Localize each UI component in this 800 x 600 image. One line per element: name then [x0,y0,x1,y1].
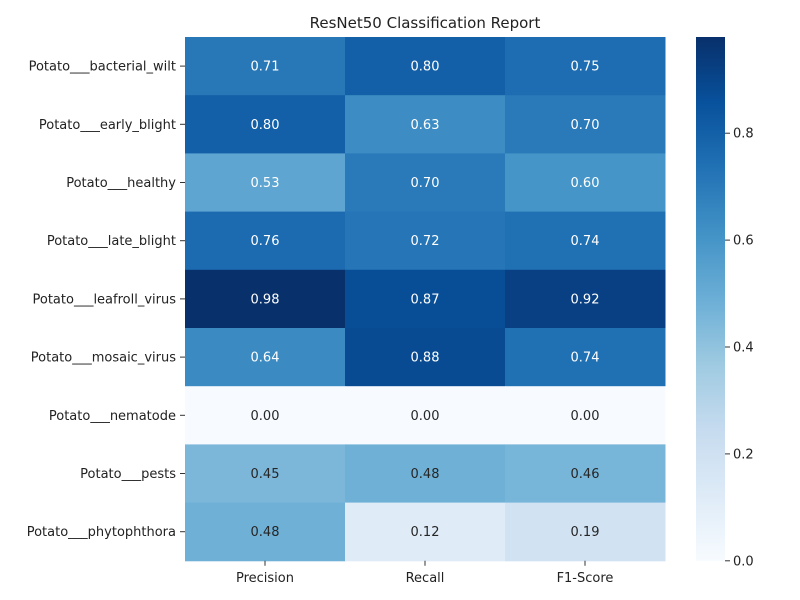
heatmap-cell [185,211,346,271]
heatmap-cell [345,386,506,445]
cell-value-label: 0.46 [571,467,600,482]
colorbar-gradient [696,37,725,561]
cell-value-label: 0.00 [571,409,600,424]
column-tick-label: Recall [406,571,445,586]
cell-value-label: 0.70 [571,118,600,133]
cell-value-label: 0.98 [251,292,280,307]
row-tick-label: Potato___mosaic_virus [31,351,176,366]
cell-value-label: 0.64 [251,351,280,366]
cell-value-label: 0.88 [411,351,440,366]
row-labels: Potato___bacterial_wilt Potato___early_bl… [27,60,185,540]
cell-value-label: 0.48 [251,525,280,540]
cell-value-label: 0.48 [411,467,440,482]
heatmap-cell [185,153,346,213]
heatmap-cell [505,444,666,504]
heatmap-cell [345,444,506,504]
heatmap-cell [345,153,506,213]
colorbar-tick-label: 0.8 [733,127,754,142]
heatmap-cell [345,37,506,96]
heatmap-cell [185,386,346,445]
heatmap-cell [185,95,346,154]
heatmap-cell [185,269,346,329]
row-tick-label: Potato___pests [80,467,176,482]
colorbar: 0.0 0.2 0.4 0.6 0.8 [696,37,754,569]
colorbar-tick-label: 0.2 [733,447,754,462]
colorbar-tick-label: 0.6 [733,234,754,249]
row-tick-label: Potato___early_blight [39,118,176,133]
cell-value-label: 0.12 [411,525,440,540]
cell-value-label: 0.80 [251,118,280,133]
cell-value-label: 0.72 [411,234,440,249]
column-tick-label: F1-Score [557,571,614,586]
heatmap-cell [345,211,506,271]
heatmap-cell [505,95,666,154]
heatmap-cell [505,153,666,213]
colorbar-tick-label: 0.4 [733,341,754,356]
chart-title: ResNet50 Classification Report [310,14,541,32]
cell-value-label: 0.92 [571,292,600,307]
heatmap-cell [345,328,506,387]
heatmap-cell [185,444,346,504]
cell-value-label: 0.19 [571,525,600,540]
cell-value-label: 0.76 [251,234,280,249]
row-tick-label: Potato___healthy [66,176,176,191]
cell-value-label: 0.00 [411,409,440,424]
cell-value-label: 0.75 [571,60,600,75]
heatmap-cell [345,502,506,562]
row-tick-label: Potato___nematode [49,409,176,424]
column-tick-label: Precision [236,571,294,586]
cell-value-label: 0.74 [571,351,600,366]
cell-value-label: 0.63 [411,118,440,133]
heatmap-cell [185,328,346,387]
colorbar-tick-label: 0.0 [733,554,754,569]
cell-value-label: 0.53 [251,176,280,191]
cell-value-label: 0.71 [251,60,280,75]
heatmap-cell [505,386,666,445]
heatmap-cell [185,37,346,96]
row-tick-label: Potato___leafroll_virus [33,292,177,307]
cell-value-label: 0.00 [251,409,280,424]
cell-value-label: 0.70 [411,176,440,191]
heatmap-cell [505,37,666,96]
cell-value-label: 0.74 [571,234,600,249]
heatmap-cell [345,269,506,329]
heatmap-cell [505,328,666,387]
row-tick-label: Potato___phytophthora [27,525,176,540]
heatmap-cell [505,211,666,271]
column-labels: Precision Recall F1-Score [236,560,614,586]
heatmap-cell [505,502,666,562]
heatmap-cell [345,95,506,154]
heatmap-cells: 0.71 0.80 0.75 0.80 0.63 0.70 0.53 0.70 0.60 0.76… [185,37,666,562]
heatmap-cell [185,502,346,562]
cell-value-label: 0.60 [571,176,600,191]
heatmap-cell [505,269,666,329]
cell-value-label: 0.80 [411,60,440,75]
row-tick-label: Potato___late_blight [47,234,176,249]
row-tick-label: Potato___bacterial_wilt [29,60,176,75]
cell-value-label: 0.45 [251,467,280,482]
cell-value-label: 0.87 [411,292,440,307]
